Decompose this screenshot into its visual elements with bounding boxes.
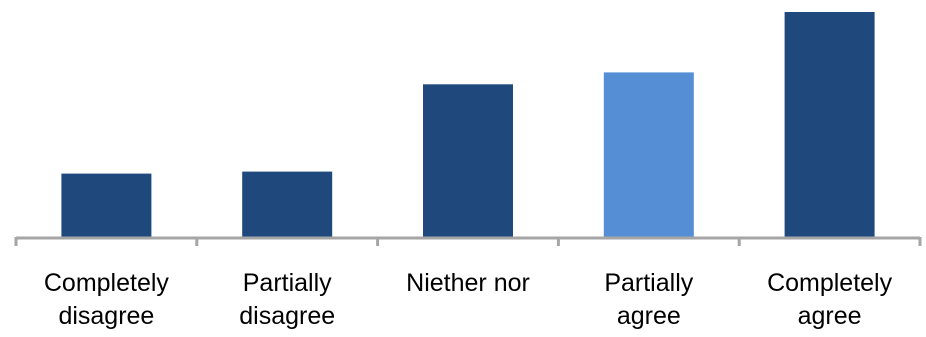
bar-4 — [784, 12, 875, 237]
x-tick-label-0: Completely disagree — [44, 269, 170, 330]
x-tick-label-line: Completely — [44, 269, 170, 297]
x-tick-labels: Completely disagree Partially disagree Nieth… — [44, 269, 893, 330]
x-tick-label-line: agree — [798, 302, 862, 330]
x-tick-label-line: disagree — [239, 302, 335, 330]
x-tick-label-line: agree — [617, 302, 681, 330]
bar-3 — [603, 72, 694, 238]
x-tick-label-line: Niether nor — [406, 269, 530, 297]
x-tick-label-line: Completely — [767, 269, 893, 297]
x-axis — [14, 236, 922, 246]
x-tick-label-2: Niether nor — [406, 269, 530, 297]
x-tick-label-3: Partially agree — [604, 269, 693, 330]
bars-layer — [61, 12, 875, 238]
x-tick-label-4: Completely agree — [767, 269, 893, 330]
bar-1 — [242, 171, 333, 237]
bar-0 — [61, 173, 152, 237]
bar-2 — [423, 84, 513, 237]
x-tick-label-line: Partially — [243, 269, 332, 297]
x-tick-label-line: Partially — [604, 269, 693, 297]
x-tick-label-1: Partially disagree — [239, 269, 335, 330]
x-tick-label-line: disagree — [58, 302, 154, 330]
